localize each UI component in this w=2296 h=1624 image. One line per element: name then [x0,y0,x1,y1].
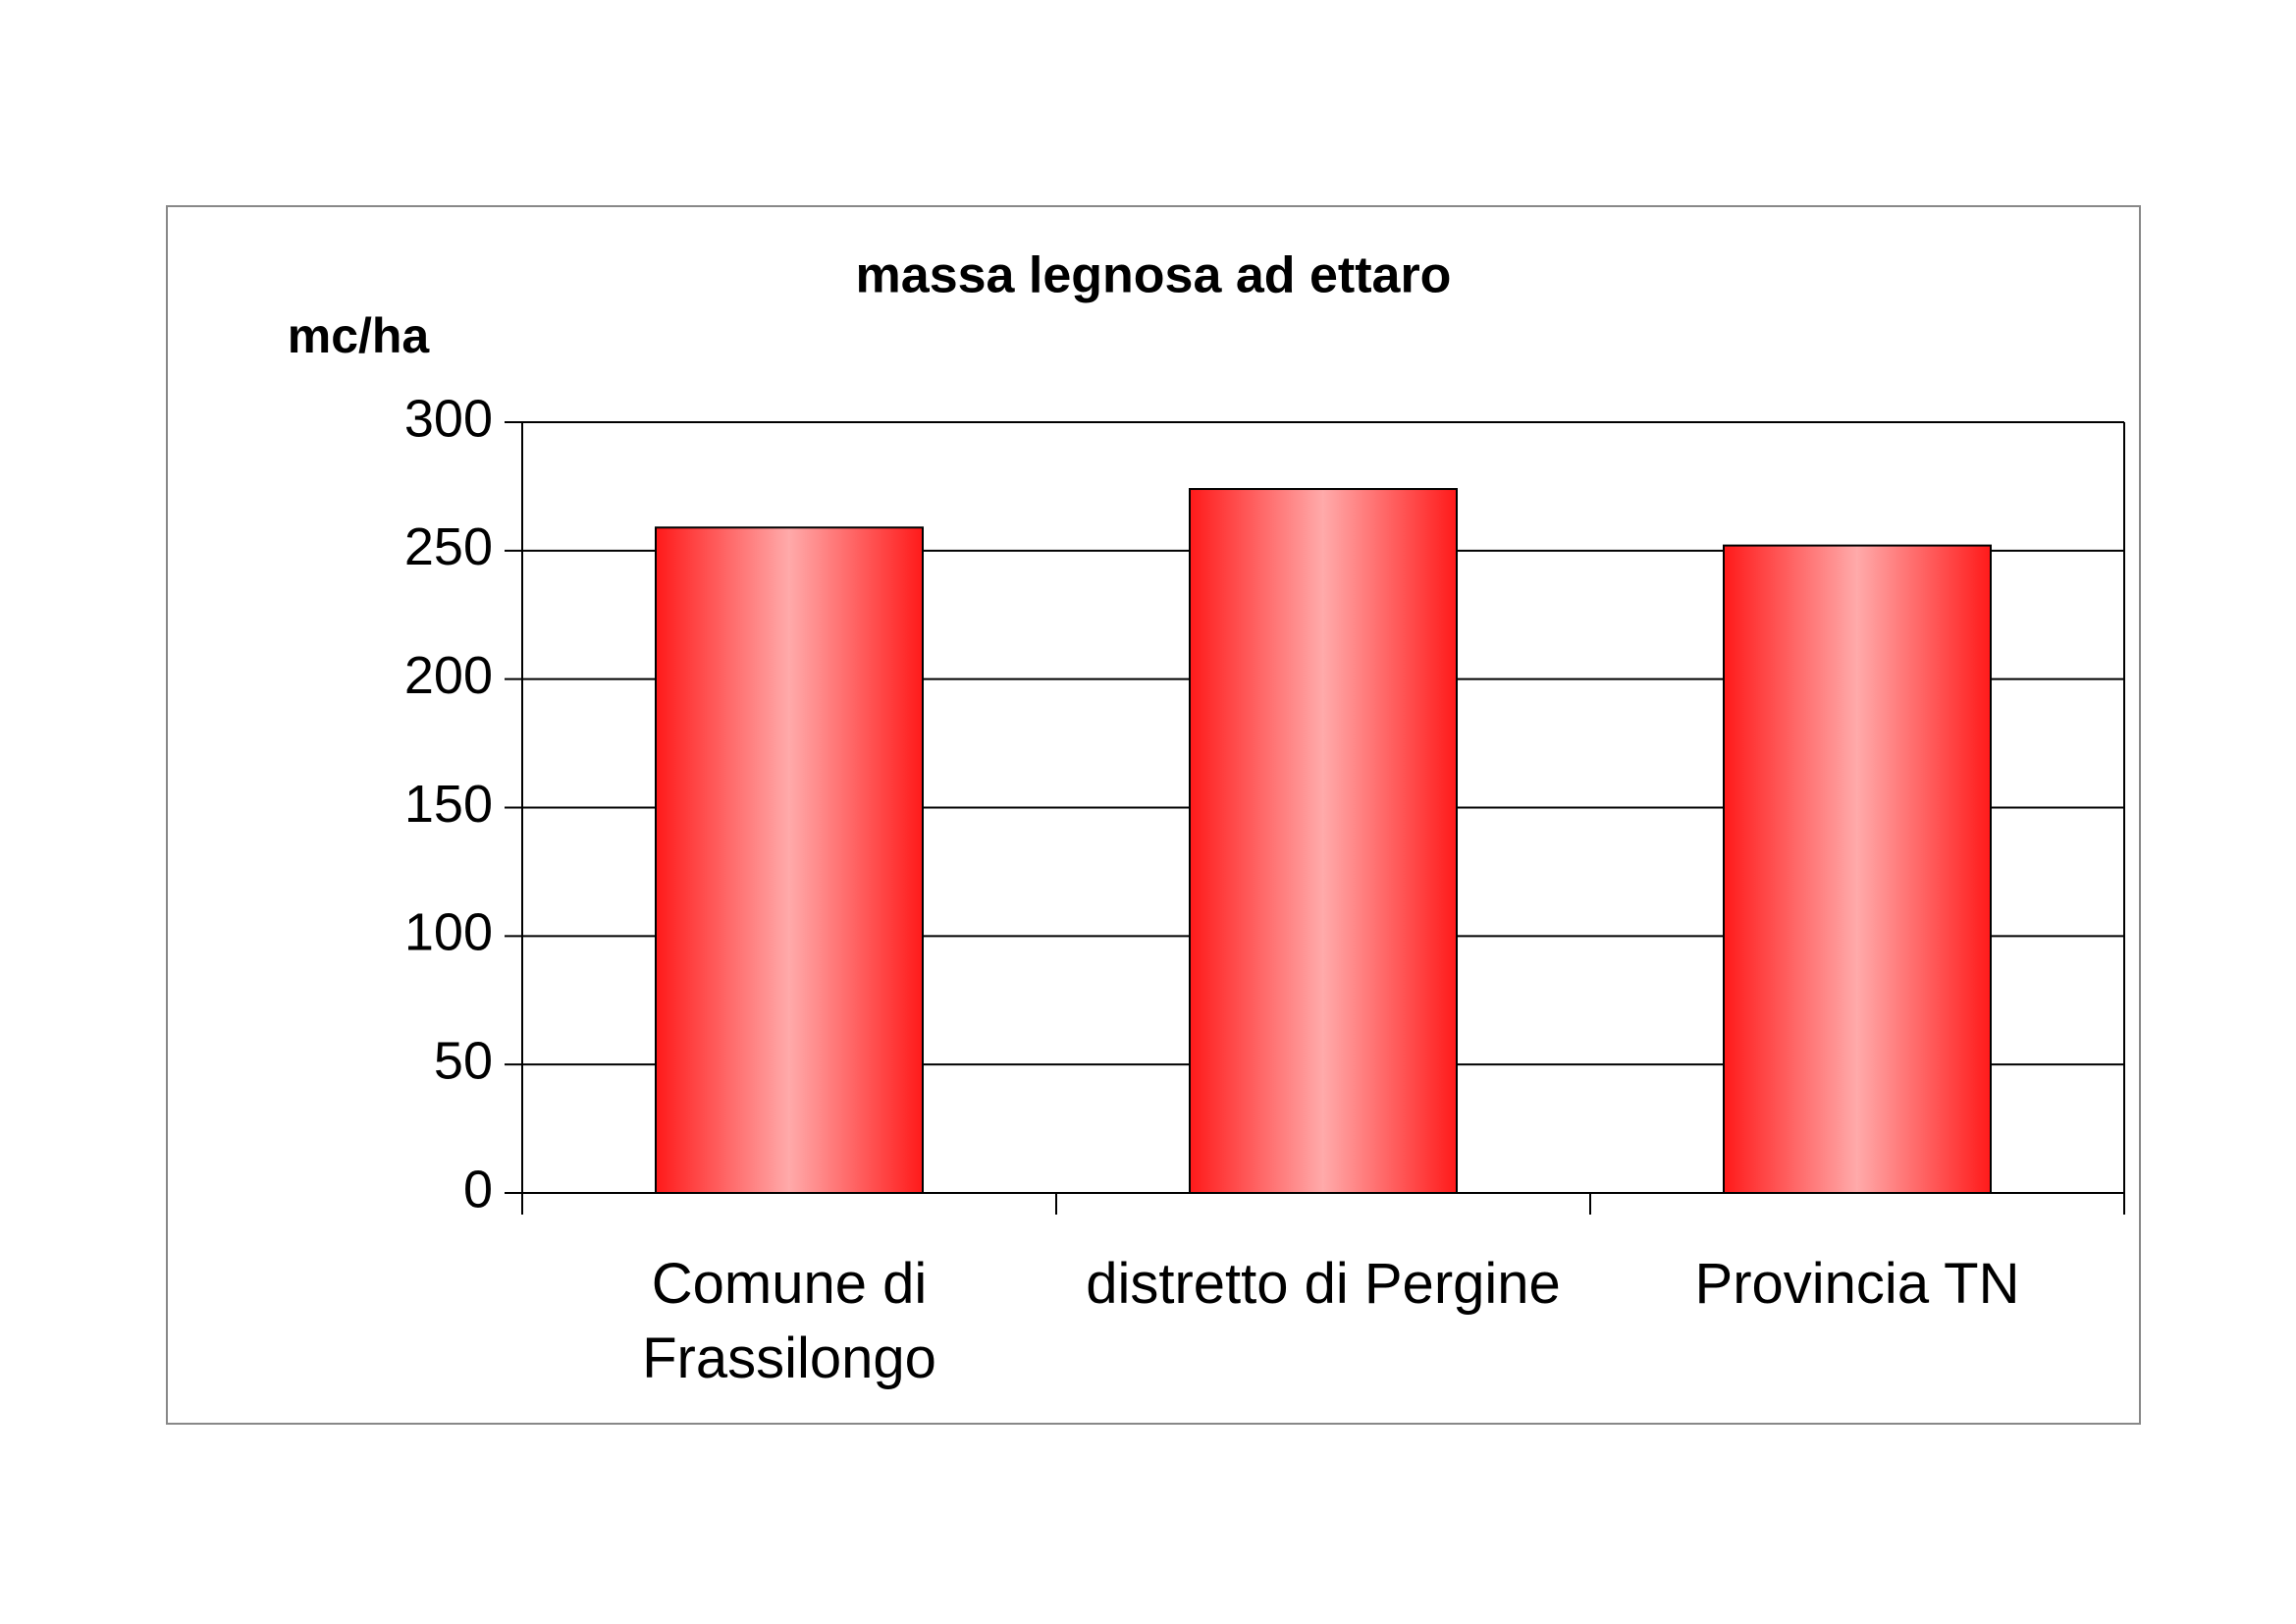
y-tick-label: 250 [404,517,493,576]
x-tick-label: Comune di Frassilongo [642,1252,936,1390]
y-axis-label: mc/ha [288,308,431,363]
y-tick-label: 50 [434,1031,493,1090]
chart-title: massa legnosa ad ettaro [856,247,1452,304]
y-tick-label: 0 [463,1160,493,1218]
x-tick-label: Provincia TN [1694,1252,2020,1316]
y-tick-label: 300 [404,389,493,448]
bar [1723,544,1992,1194]
bar [655,526,924,1194]
bar [1189,488,1458,1194]
x-tick-label: distretto di Pergine [1086,1252,1561,1316]
y-tick-label: 150 [404,775,493,834]
y-tick-label: 100 [404,903,493,962]
y-tick-label: 200 [404,646,493,705]
